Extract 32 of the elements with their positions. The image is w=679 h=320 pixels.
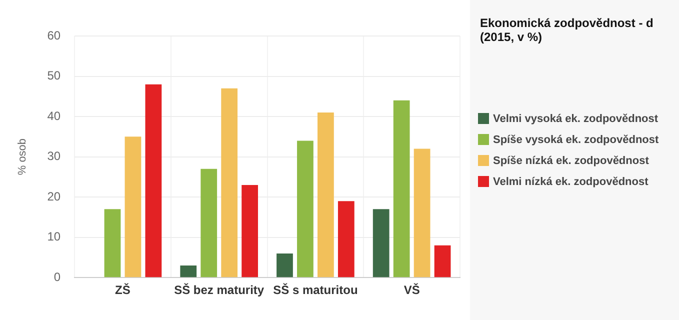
- bar: [124, 136, 142, 278]
- bar: [221, 88, 238, 278]
- y-tick-label: 30: [47, 149, 61, 164]
- x-tick-label: ZŠ: [115, 283, 130, 298]
- bar: [338, 201, 354, 278]
- bar: [393, 100, 410, 278]
- bar: [414, 148, 430, 278]
- bar: [372, 209, 390, 278]
- legend-label: Spíše nízká ek. zodpovědnost: [493, 154, 649, 166]
- bar: [276, 253, 293, 278]
- y-tick-label: 0: [54, 270, 61, 284]
- bar: [200, 168, 218, 278]
- bar: [318, 112, 334, 278]
- y-tick-label: 10: [47, 230, 61, 244]
- x-tick-label: VŠ: [404, 283, 420, 298]
- y-axis-title: % osob: [16, 138, 29, 176]
- x-tick-label: SŠ bez maturity: [174, 283, 264, 298]
- bar: [145, 84, 162, 278]
- text: Ekonomická zodpovědnost - d (2015, v %): [480, 16, 654, 44]
- y-tick-label: 60: [47, 28, 61, 42]
- bar: [242, 184, 258, 278]
- y-tick-label: 50: [47, 68, 61, 83]
- x-tick-label: SŠ s maturitou: [273, 283, 358, 298]
- y-tick-label: 20: [47, 189, 61, 204]
- legend-label: Velmi vysoká ek. zodpovědnost: [493, 112, 658, 124]
- legend-label: Spíše vysoká ek. zodpovědnost: [493, 134, 659, 146]
- bar: [434, 245, 451, 278]
- legend-label: Velmi nízká ek. zodpovědnost: [493, 176, 648, 188]
- bar: [180, 266, 197, 278]
- bar: [104, 209, 121, 278]
- bar: [297, 140, 314, 278]
- y-tick-label: 40: [47, 108, 61, 123]
